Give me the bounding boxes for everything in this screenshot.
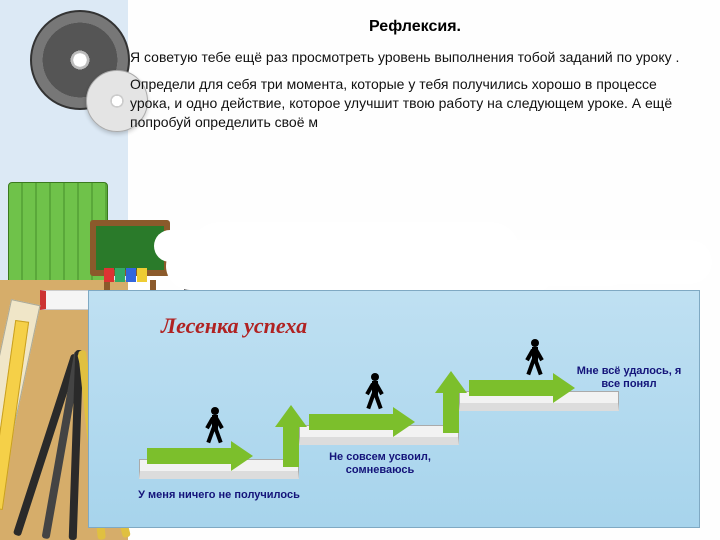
arrow-right-icon [147, 441, 257, 471]
small-books-icon [104, 268, 162, 282]
ladder-title: Лесенка успеха [161, 313, 307, 339]
arrow-right-icon [309, 407, 419, 437]
arrow-up-icon [275, 405, 307, 467]
slide-title: Рефлексия. [130, 18, 700, 36]
step-caption-3: Мне всё удалось, я все понял [569, 365, 689, 390]
walking-person-icon [361, 373, 389, 411]
paragraph-1: Я советую тебе ещё раз просмотреть урове… [130, 48, 700, 67]
slide-content: Рефлексия. Я советую тебе ещё раз просмо… [130, 10, 700, 140]
walking-person-icon [521, 339, 549, 377]
arrow-right-icon [469, 373, 579, 403]
globe-stand-icon [184, 276, 192, 290]
paragraph-2: Определи для себя три момента, которые у… [130, 75, 700, 132]
cloud-icon [190, 222, 520, 282]
step-caption-1: У меня ничего не получилось [129, 489, 309, 502]
success-ladder-panel: Лесенка успеха У меня ничего не получило… [88, 290, 700, 528]
step-caption-2: Не совсем усвоил, сомневаюсь [305, 451, 455, 476]
arrow-up-icon [435, 371, 467, 433]
walking-person-icon [201, 407, 229, 445]
